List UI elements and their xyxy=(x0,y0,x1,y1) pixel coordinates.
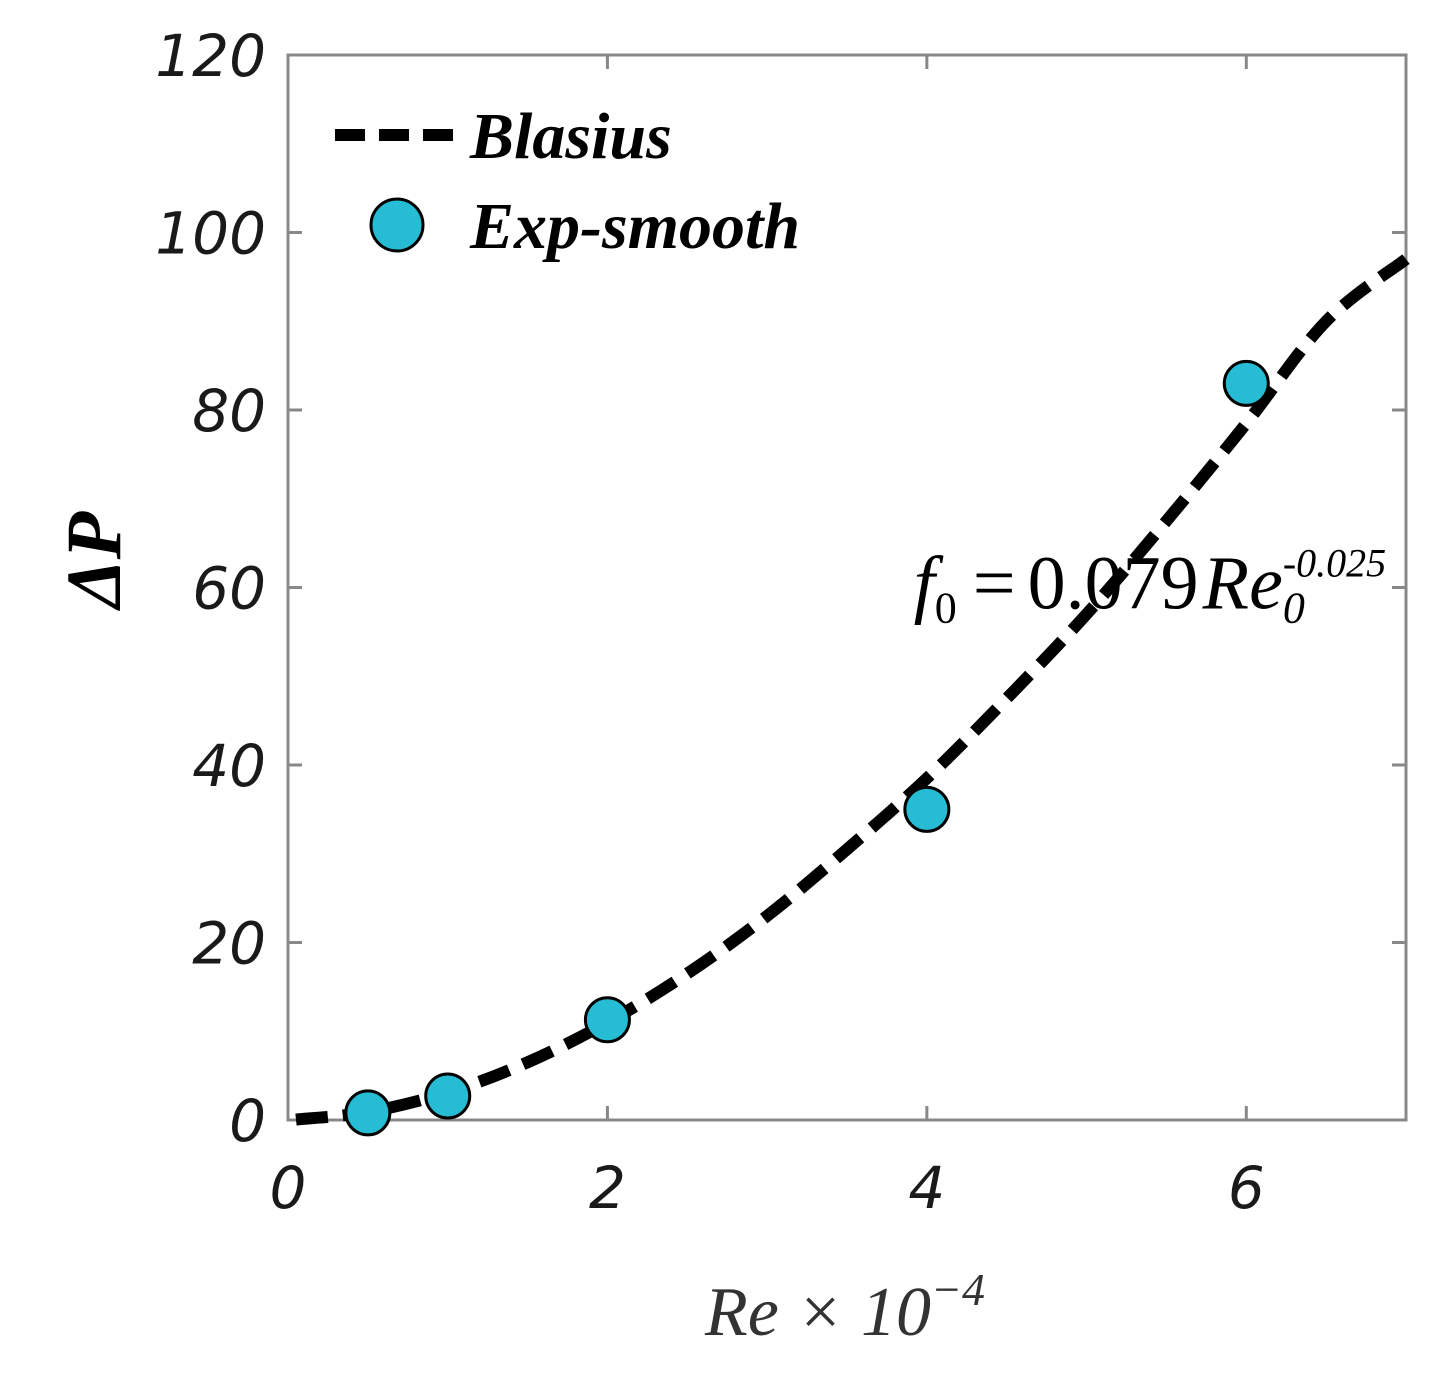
legend-exp-smooth-label: Exp-smooth xyxy=(469,190,800,263)
x-tick-label: 6 xyxy=(1228,1154,1265,1222)
x-tick-labels: 0 2 4 6 xyxy=(270,1154,1265,1222)
eq-re: Re xyxy=(1202,542,1283,626)
x-axis-label: Re × 10−4 xyxy=(704,1264,985,1351)
eq-equals: = xyxy=(973,542,1016,626)
x-tick-label: 0 xyxy=(270,1154,307,1222)
exp-smooth-point xyxy=(424,1072,472,1120)
y-tick-labels: 0 20 40 60 80 100 120 xyxy=(155,22,266,1155)
x-axis-label-exponent: −4 xyxy=(931,1264,985,1315)
series-layer xyxy=(295,254,1410,1137)
y-tick-label: 20 xyxy=(192,910,266,978)
eq-f-sub: 0 xyxy=(935,584,957,633)
y-tick-label: 40 xyxy=(192,732,266,800)
x-axis-label-base: Re × 10 xyxy=(704,1274,931,1351)
y-tick-label: 120 xyxy=(155,22,266,90)
blasius-curve xyxy=(295,254,1410,1126)
legend: Blasius Exp-smooth xyxy=(335,100,800,263)
exp-smooth-point xyxy=(903,785,951,833)
y-tick-label: 60 xyxy=(192,555,266,623)
exp-smooth-point xyxy=(1222,359,1270,407)
eq-exponent: -0.025 xyxy=(1283,541,1386,586)
legend-blasius-label: Blasius xyxy=(469,100,672,173)
y-tick-label: 100 xyxy=(155,200,266,268)
x-tick-label: 2 xyxy=(589,1154,626,1222)
x-tick-label: 4 xyxy=(908,1154,945,1222)
y-tick-label: 80 xyxy=(192,377,266,445)
legend-exp-smooth-marker xyxy=(369,197,425,253)
y-tick-label: 0 xyxy=(229,1087,266,1155)
equation-annotation: f0 = 0.079Re0-0.025 xyxy=(914,541,1386,633)
eq-re-sub: 0 xyxy=(1283,584,1305,633)
eq-coef: 0.079 xyxy=(1028,542,1199,626)
exp-smooth-point xyxy=(344,1089,392,1137)
y-axis-label: ΔP xyxy=(50,510,137,611)
plot-area xyxy=(286,53,1408,1122)
exp-smooth-point xyxy=(583,996,631,1044)
